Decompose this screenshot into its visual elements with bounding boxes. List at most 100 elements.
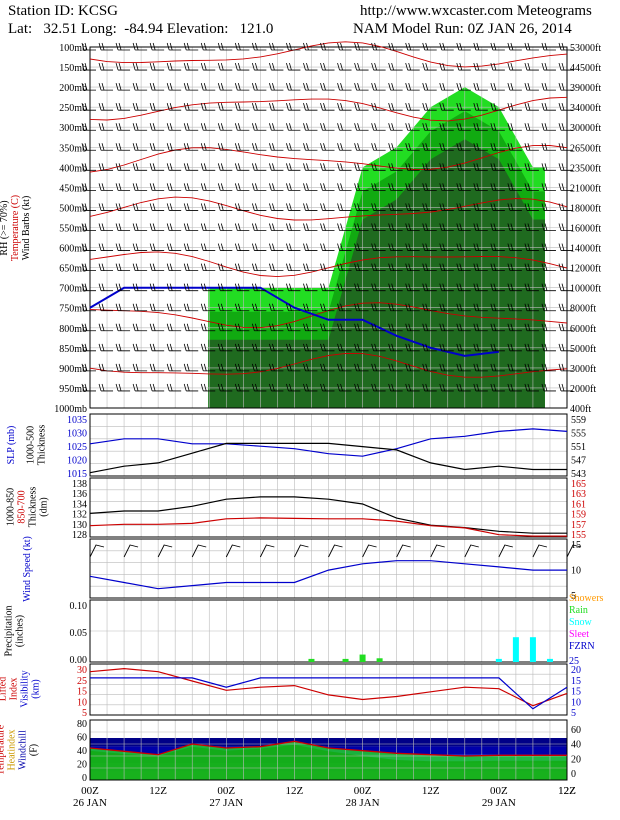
wind-barb [303, 163, 318, 171]
wind-barb [422, 283, 437, 292]
wind-barb [115, 83, 131, 91]
wind-barb [217, 163, 233, 171]
precip-legend-item: FZRN [569, 641, 595, 652]
wind-barb [149, 323, 165, 332]
wind-barb [490, 243, 505, 251]
lowthick-ylabel: (dm) [39, 497, 50, 516]
wind-barb [388, 343, 403, 352]
wind-barb [115, 62, 131, 71]
wind-barb [388, 163, 403, 171]
pressure-level-label: 900mb [59, 364, 87, 375]
site-url[interactable]: http://www.wxcaster.com Meteograms [360, 3, 592, 19]
wind-barb [405, 42, 420, 51]
wind-barb [320, 123, 335, 131]
wind-barb [251, 203, 267, 211]
wind-barb [371, 143, 386, 151]
wind-barb [303, 263, 318, 272]
temperature-line [89, 740, 567, 757]
wind-barb [473, 323, 488, 332]
x-tick-label: 00Z [81, 785, 99, 797]
vis-tick: 15 [571, 687, 581, 698]
wind-barb [405, 62, 420, 71]
wind-barb [558, 103, 573, 111]
wind-barb [200, 323, 216, 332]
wind-barb [132, 83, 148, 91]
x-tick-label: 12Z [558, 785, 576, 797]
wind-barb [320, 103, 335, 111]
thickness-tick: 547 [571, 456, 586, 467]
wind-barb [166, 323, 182, 332]
wind-barb [405, 303, 420, 312]
wind-barb [200, 303, 216, 312]
wind-barb [558, 383, 573, 392]
precip-right-tick: 25 [569, 656, 579, 667]
thickness-ylabel: Thickness [37, 425, 48, 466]
wind-barb [524, 363, 539, 372]
wind-barb [439, 303, 454, 312]
wind-barb [303, 123, 318, 131]
wind-barb [371, 62, 386, 71]
wind-barb [490, 143, 505, 151]
wind-barb [507, 363, 522, 372]
wind-barb [234, 62, 250, 71]
height-level-label: 8000ft [570, 304, 596, 315]
wind-barb [200, 163, 216, 171]
wind-barb [439, 123, 454, 131]
wind-barb [405, 363, 420, 372]
wind-barb [337, 263, 352, 272]
wind-barb [217, 303, 233, 312]
wind-barb [269, 263, 284, 272]
wind-barb [354, 303, 369, 312]
wind-barb [234, 163, 250, 171]
slp-tick: 1030 [67, 429, 87, 440]
wind-barb [507, 223, 522, 231]
wind-barb [234, 203, 250, 211]
wind-barb [422, 343, 437, 352]
height-level-label: 26500ft [570, 143, 601, 154]
temperature-contour [89, 96, 568, 122]
wind-barb [149, 103, 165, 111]
vis-tick: 15 [571, 676, 581, 687]
wind-barb [320, 303, 335, 312]
wind-barb [98, 343, 114, 352]
wind-barb [166, 283, 182, 292]
wind-barb [558, 203, 573, 211]
wind-barb [166, 203, 182, 211]
wind-barb [286, 263, 301, 272]
temp-panel-frame [89, 719, 568, 781]
li-ylabel: Index [9, 678, 20, 701]
wind-barb [473, 163, 488, 171]
wind-barb [149, 263, 165, 272]
wind-barb [541, 283, 556, 292]
wind-barb [354, 123, 369, 131]
pressure-level-label: 250mb [59, 103, 87, 114]
wind-barb [132, 363, 148, 372]
wind-barb [354, 103, 369, 111]
wind-barb [490, 303, 505, 312]
wind-barb [303, 103, 318, 111]
wind-barb [371, 263, 386, 272]
wind-barb [132, 383, 148, 392]
wind-barb [234, 383, 250, 392]
wind-barb [149, 42, 165, 51]
wind-barb [405, 123, 420, 131]
wind-barb [251, 103, 267, 111]
surface-wind-barb [259, 544, 275, 558]
wind-barb [200, 203, 216, 211]
wind-barb [473, 143, 488, 151]
wind-barb [286, 123, 301, 131]
precip-bar [376, 658, 383, 662]
wind-barb [149, 143, 165, 151]
wind-barb [337, 62, 352, 71]
wind-barb [388, 363, 403, 372]
height-level-label: 21000ft [570, 183, 601, 194]
wind-barb [439, 203, 454, 211]
temp-ylabel: Windchill [18, 730, 29, 770]
lowthick-tick: 130 [72, 520, 87, 531]
pressure-level-label: 500mb [59, 203, 87, 214]
pressure-level-label: 1000mb [54, 404, 87, 415]
wind-barb [337, 323, 352, 332]
wind-barb [303, 243, 318, 251]
wind-barb [115, 243, 131, 251]
